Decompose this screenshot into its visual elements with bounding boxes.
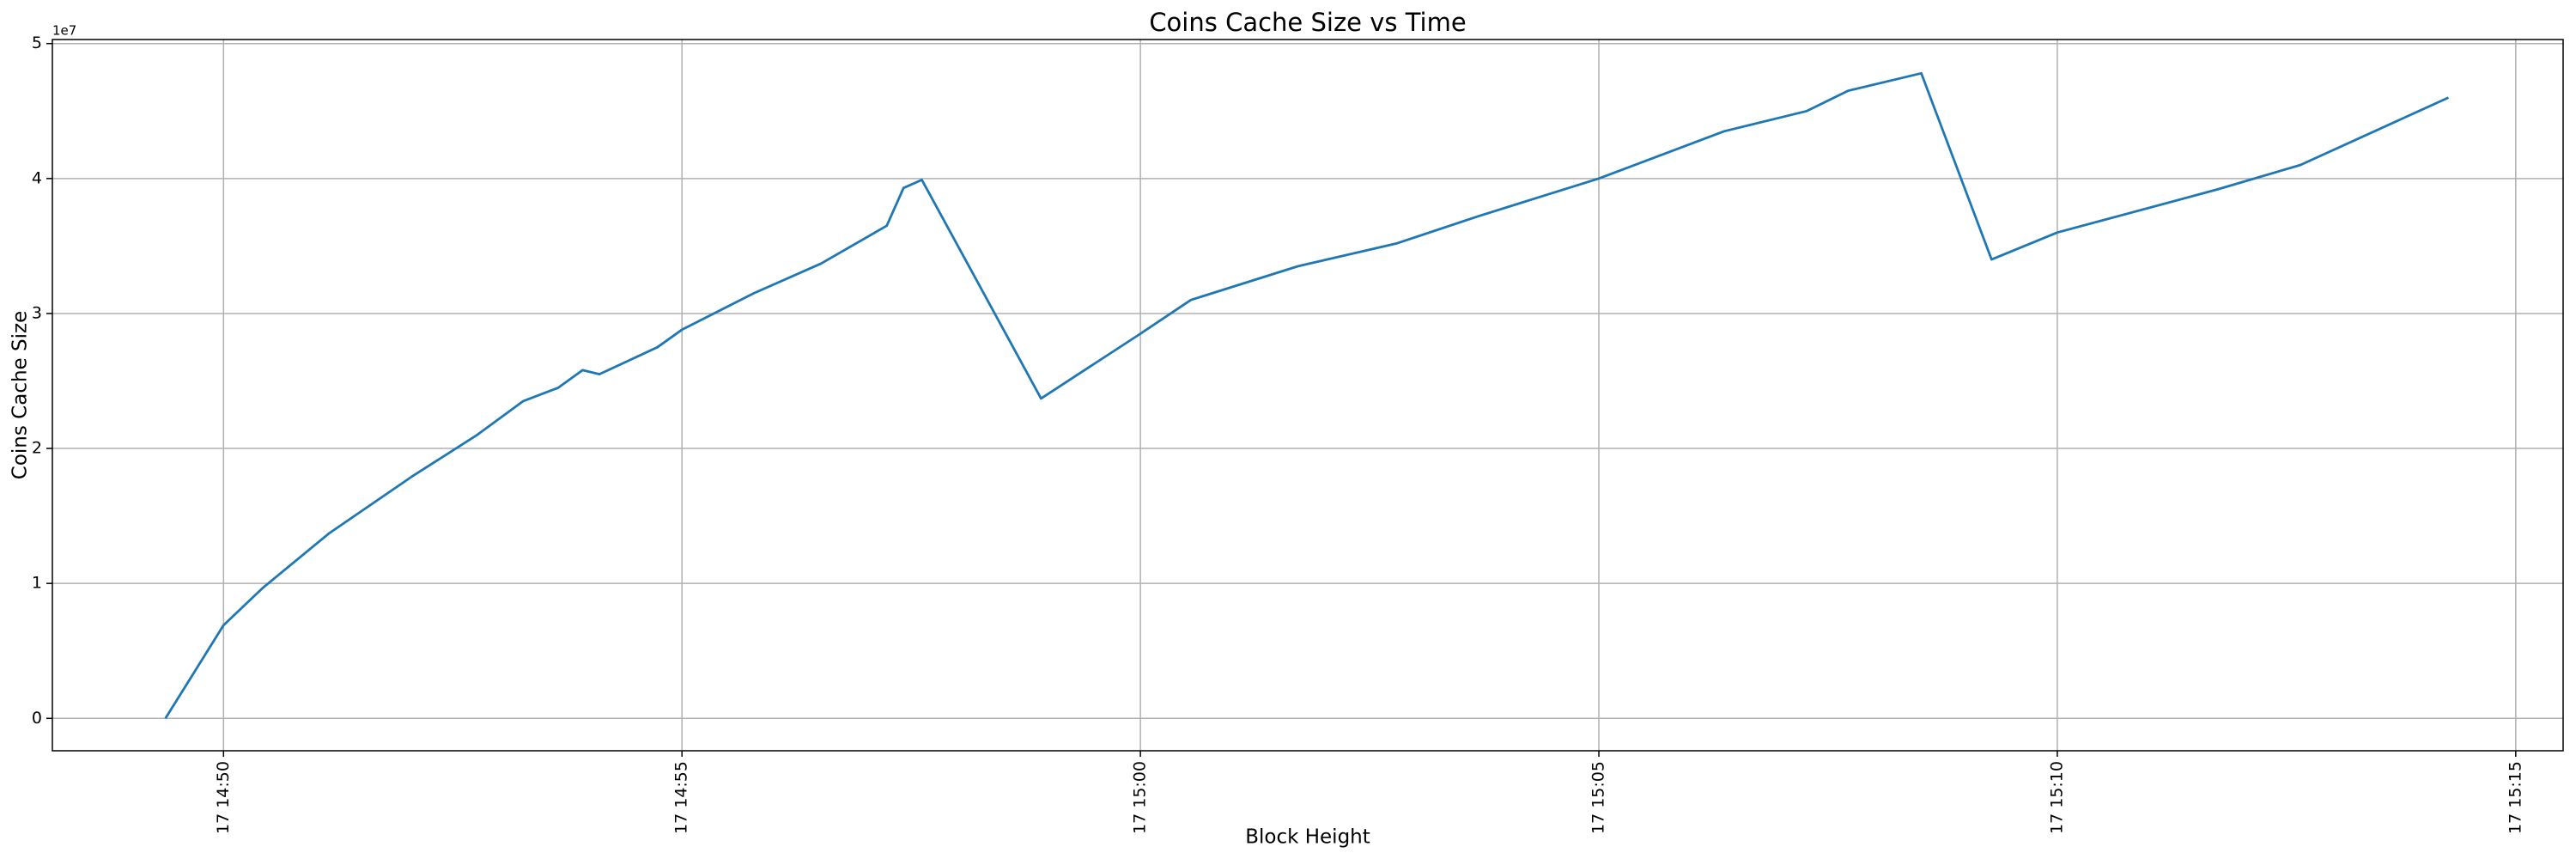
x-tick-label: 17 15:05 <box>1589 761 1608 834</box>
x-tick-label: 17 14:50 <box>214 761 233 834</box>
y-tick-label: 1 <box>32 574 42 593</box>
y-tick-label: 4 <box>32 168 42 187</box>
y-tick-label: 0 <box>32 709 42 728</box>
y-offset-label: 1e7 <box>52 23 76 39</box>
plot-frame <box>52 39 2564 752</box>
data-line <box>164 71 2450 720</box>
x-tick-label: 17 15:15 <box>2506 761 2524 834</box>
x-tick-label: 17 15:00 <box>1131 761 1150 834</box>
x-tick-label: 17 14:55 <box>672 761 691 834</box>
x-tick-label: 17 15:10 <box>2047 761 2066 834</box>
y-axis-label: Coins Cache Size <box>9 311 32 479</box>
x-axis-label: Block Height <box>1245 826 1370 849</box>
chart-title: Coins Cache Size vs Time <box>1149 8 1466 37</box>
y-tick-label: 5 <box>32 34 42 52</box>
y-tick-label: 3 <box>32 303 42 322</box>
y-tick-label: 2 <box>32 439 42 458</box>
